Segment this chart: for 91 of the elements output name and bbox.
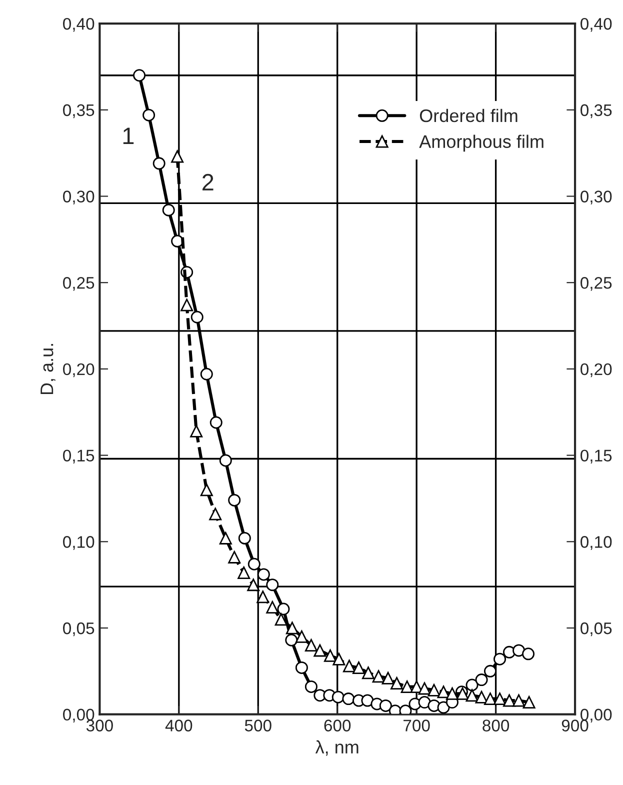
point (475, 690, 488, 704)
y2-tick-label: 0,25 (580, 277, 612, 291)
point (314, 644, 326, 657)
point (466, 678, 478, 692)
x-tick-label: 700 (404, 720, 430, 732)
point (332, 652, 346, 666)
y-tick-label: 0,30 (63, 190, 94, 204)
point (418, 696, 431, 709)
annotation: 1 (123, 128, 134, 144)
point (180, 298, 194, 312)
point (219, 532, 232, 544)
point (372, 670, 385, 683)
x-tick-label: 800 (482, 720, 510, 732)
point (475, 674, 488, 686)
point (285, 634, 298, 646)
point (219, 454, 232, 467)
y-tick-label: 0,35 (63, 104, 94, 118)
point (352, 661, 365, 674)
point (503, 694, 516, 707)
point (418, 682, 431, 695)
y2-tick-label: 0,10 (580, 536, 612, 550)
y-tick-label: 0,05 (63, 622, 94, 636)
point (362, 666, 375, 680)
point (437, 701, 450, 714)
point (295, 661, 308, 674)
point (257, 568, 270, 581)
x-tick-label: 500 (244, 720, 272, 732)
y2-tick-label: 0,05 (580, 622, 612, 636)
point (286, 622, 298, 634)
y-tick-label: 0,20 (63, 363, 94, 378)
point (209, 508, 222, 520)
y-tick-label: 0,40 (63, 18, 94, 32)
point (295, 630, 308, 643)
y2-tick-label: 0,35 (580, 104, 612, 118)
point (382, 672, 394, 684)
point (342, 692, 355, 706)
point (304, 680, 318, 693)
point (142, 108, 156, 122)
point (390, 677, 404, 690)
point (238, 566, 250, 579)
point (238, 532, 251, 544)
point (494, 652, 506, 666)
y-tick-label: 0,25 (63, 277, 94, 291)
x-axis-title: λ, nm (315, 740, 358, 756)
point (266, 578, 279, 592)
point (190, 424, 203, 438)
x-tick-label: 400 (165, 720, 192, 732)
point (200, 368, 213, 380)
y-tick-label: 0,15 (63, 450, 94, 464)
point (200, 484, 213, 496)
point (400, 680, 414, 693)
point (256, 590, 270, 604)
point (133, 69, 146, 82)
annotation: 2 (202, 174, 214, 190)
point (361, 694, 374, 707)
y-axis-title: D, a.u. (40, 344, 56, 394)
point (304, 639, 318, 652)
point (274, 613, 288, 626)
point (228, 550, 241, 564)
point (437, 686, 450, 698)
point (171, 150, 184, 163)
point (277, 602, 290, 616)
y2-tick-label: 0,20 (580, 363, 612, 378)
point (210, 416, 222, 429)
point (248, 558, 260, 570)
legend-label: Amorphous film (419, 134, 544, 152)
point (399, 704, 412, 714)
point (190, 310, 204, 324)
point (466, 689, 478, 702)
point (247, 578, 260, 592)
point (266, 601, 279, 614)
x-tick-label: 600 (324, 720, 351, 732)
point (512, 694, 526, 707)
y2-tick-label: 0,15 (580, 450, 612, 464)
point (152, 157, 166, 170)
point (522, 648, 535, 660)
point (379, 699, 392, 712)
point (332, 690, 344, 704)
point (522, 696, 536, 709)
point (484, 664, 497, 678)
y2-tick-label: 0,40 (580, 18, 612, 32)
point (446, 687, 458, 700)
point (342, 660, 356, 672)
point (228, 494, 241, 506)
point (388, 704, 402, 714)
legend-label: Ordered film (420, 108, 518, 122)
point (162, 204, 175, 216)
y2-tick-label: 0,30 (580, 190, 612, 204)
point (428, 684, 440, 696)
point (512, 644, 526, 657)
y-tick-label: 0,10 (63, 536, 94, 550)
